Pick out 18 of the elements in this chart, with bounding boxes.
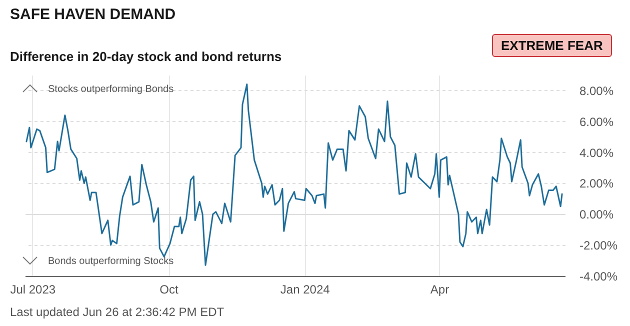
x-tick-label: Jan 2024 xyxy=(280,282,330,296)
chart-subtitle: Difference in 20-day stock and bond returns xyxy=(10,49,282,64)
y-tick-label: 2.00% xyxy=(580,176,614,191)
y-tick-label: 6.00% xyxy=(580,114,614,129)
y-tick-label: -4.00% xyxy=(580,270,618,284)
x-tick-label: Apr xyxy=(430,282,450,296)
x-tick-label: Oct xyxy=(160,282,180,296)
annotation: Stocks outperforming Bonds xyxy=(48,84,174,95)
y-tick-label: 4.00% xyxy=(580,146,614,160)
x-tick-label: Jul 2023 xyxy=(10,282,56,296)
chart-title: SAFE HAVEN DEMAND xyxy=(10,6,176,23)
y-tick-label: 0.00% xyxy=(580,208,614,222)
y-tick-label: -2.00% xyxy=(580,238,618,253)
line-series xyxy=(26,84,563,266)
annotation: Bonds outperforming Stocks xyxy=(48,256,174,267)
text: Last updated Jun 26 at 2:36:42 PM EDT xyxy=(10,305,224,319)
y-tick-label: 8.00% xyxy=(580,84,614,98)
text: EXTREME FEAR xyxy=(492,34,612,57)
